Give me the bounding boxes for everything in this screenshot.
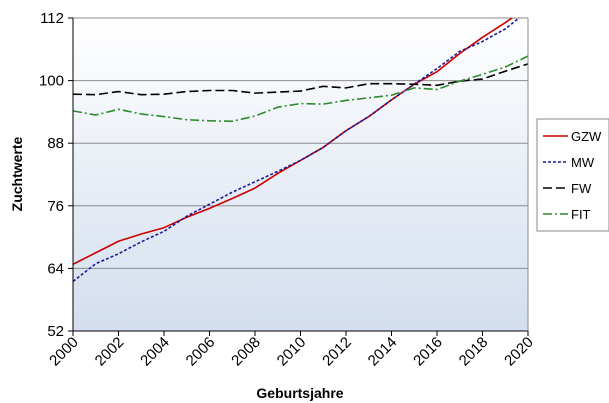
- x-tick-label: 2002: [92, 334, 128, 370]
- series-lines: [73, 18, 528, 283]
- y-tick-label: 100: [39, 73, 64, 90]
- legend-box: [536, 118, 609, 232]
- x-tick-label: 2010: [274, 334, 310, 370]
- legend-label-fit: FIT: [571, 207, 591, 222]
- x-tick-label: 2020: [501, 334, 537, 370]
- x-tick-label: 2014: [365, 334, 401, 370]
- series-line-gzw: [73, 18, 514, 265]
- plot-area: [73, 18, 528, 331]
- series-line-mw: [73, 18, 521, 283]
- x-tick-labels: 2000 2002 2004 2006 2008 2010 2012 2014 2016 2018…: [46, 331, 537, 369]
- y-tick-label: 76: [47, 198, 64, 215]
- legend-label-gzw: GZW: [571, 129, 602, 144]
- legend: GZW MW FW FIT: [536, 118, 609, 232]
- legend-label-mw: MW: [571, 155, 595, 170]
- x-tick-label: 2016: [410, 334, 446, 370]
- y-tick-label: 112: [40, 10, 64, 27]
- y-tick-label: 64: [47, 260, 64, 277]
- series-line-fw: [73, 63, 528, 96]
- x-tick-label: 2012: [319, 334, 355, 370]
- y-tick-label: 52: [47, 323, 64, 340]
- x-axis-title: Geburtsjahre: [256, 385, 343, 401]
- y-tick-label: 88: [47, 135, 64, 152]
- series-line-fit: [73, 55, 528, 123]
- legend-label-fw: FW: [571, 181, 592, 196]
- x-tick-label: 2006: [183, 334, 219, 370]
- y-tick-labels: 52 64 76 88 100 112: [39, 10, 73, 340]
- x-tick-label: 2008: [228, 334, 264, 370]
- x-tick-label: 2018: [456, 334, 492, 370]
- x-tick-label: 2004: [137, 334, 173, 370]
- y-axis-title: Zuchtwerte: [9, 136, 25, 211]
